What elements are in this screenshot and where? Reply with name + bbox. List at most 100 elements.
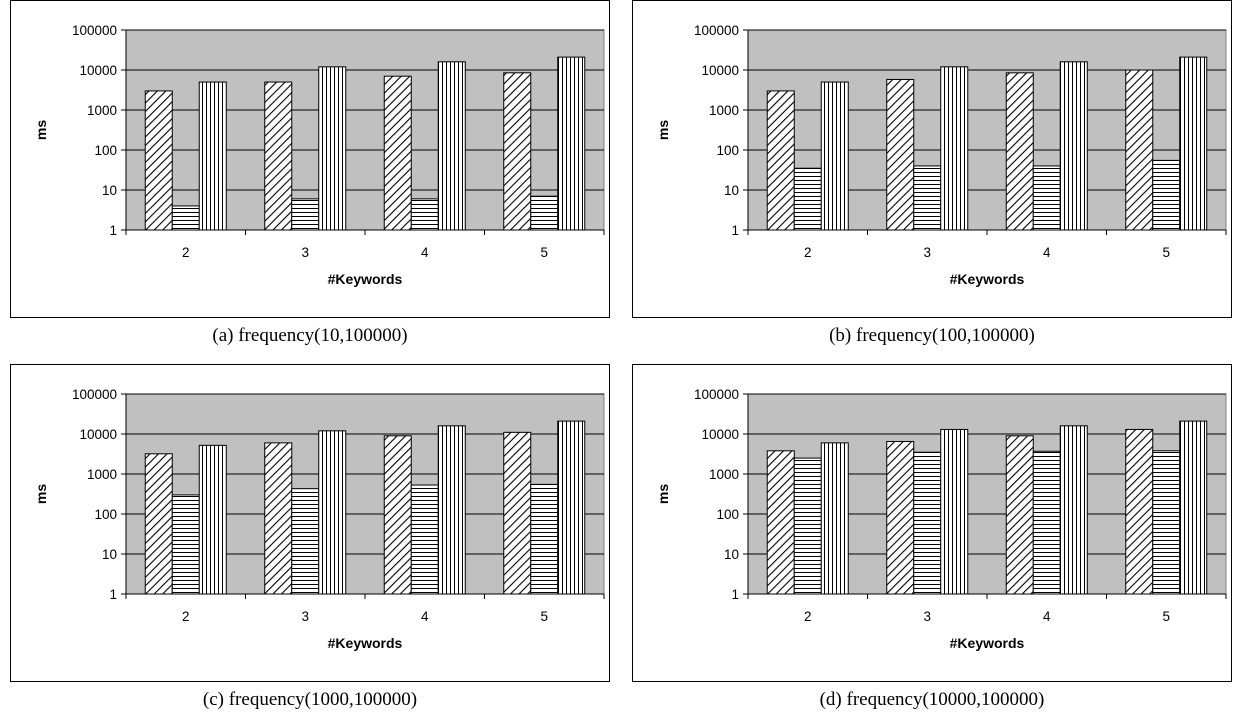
y-tick-label: 10000 (79, 63, 117, 78)
x-tick-label: 2 (182, 609, 190, 624)
y-axis-title: ms (33, 484, 49, 504)
bar-chart: 1 10 100 1000 10000 100000 2 3 4 5 #Keywords ms (10, 364, 610, 682)
x-tick-label: 4 (421, 245, 429, 260)
y-tick-label: 10 (724, 183, 739, 198)
bar (820, 81, 849, 231)
bar (291, 198, 320, 231)
x-tick-label: 3 (301, 245, 309, 260)
y-tick-label: 10 (724, 547, 739, 562)
bar (1005, 435, 1034, 595)
bar (264, 442, 293, 595)
x-tick-label: 3 (923, 245, 931, 260)
x-tick-label: 2 (804, 245, 812, 260)
x-tick-label: 3 (923, 609, 931, 624)
chart-panel: 1 10 100 1000 10000 100000 2 3 4 5 #Keywords ms (a) … (10, 0, 610, 362)
bar (503, 72, 532, 231)
y-tick-label: 1 (109, 223, 117, 238)
bar (557, 420, 586, 595)
bar (1179, 56, 1208, 231)
subfigure-caption: (c) frequency(1000,100000) (202, 689, 418, 710)
bar (437, 425, 466, 595)
y-tick-label: 1000 (87, 467, 117, 482)
bar (1032, 165, 1061, 231)
bar (820, 442, 849, 595)
bar (1005, 72, 1034, 231)
x-tick-label: 2 (182, 245, 190, 260)
bar (503, 431, 532, 595)
bar (940, 428, 969, 595)
y-tick-label: 100 (716, 143, 739, 158)
y-tick-label: 100 (716, 507, 739, 522)
y-tick-label: 100000 (694, 23, 739, 38)
bar (144, 453, 173, 595)
y-axis-title: ms (655, 484, 671, 504)
bar (530, 195, 559, 231)
x-tick-label: 5 (540, 609, 548, 624)
bar (886, 440, 915, 595)
y-tick-label: 10 (102, 547, 117, 562)
y-tick-label: 10000 (701, 63, 739, 78)
bar (886, 78, 915, 231)
y-tick-label: 10 (102, 183, 117, 198)
chart-panel: 1 10 100 1000 10000 100000 2 3 4 5 #Keywords ms (c) … (10, 364, 610, 726)
chart-panel: 1 10 100 1000 10000 100000 2 3 4 5 #Keywords ms (b) … (632, 0, 1232, 362)
chart-panel: 1 10 100 1000 10000 100000 2 3 4 5 #Keywords ms (d) … (632, 364, 1232, 726)
bar (198, 444, 227, 595)
bar (766, 90, 795, 231)
bar-chart: 1 10 100 1000 10000 100000 2 3 4 5 #Keywords ms (632, 364, 1232, 682)
bar (557, 56, 586, 231)
bar (766, 450, 795, 595)
x-axis-title: #Keywords (950, 271, 1025, 287)
y-tick-label: 1000 (87, 103, 117, 118)
bar (198, 81, 227, 231)
bar (1032, 450, 1061, 595)
bar (1125, 69, 1154, 231)
bar (410, 198, 439, 231)
bar (1125, 428, 1154, 595)
y-axis-title: ms (33, 120, 49, 140)
bar (793, 167, 822, 231)
x-tick-label: 4 (1043, 245, 1051, 260)
y-tick-label: 10000 (79, 427, 117, 442)
bar (913, 451, 942, 595)
bar-chart: 1 10 100 1000 10000 100000 2 3 4 5 #Keywords ms (10, 0, 610, 318)
bar (1152, 450, 1181, 595)
y-tick-label: 100000 (694, 387, 739, 402)
subfigure-caption: (a) frequency(10,100000) (212, 325, 408, 346)
x-axis-title: #Keywords (950, 635, 1025, 651)
bar (171, 205, 200, 231)
bar (437, 61, 466, 231)
bar (171, 494, 200, 595)
bar (1059, 425, 1088, 595)
bar (1179, 420, 1208, 595)
y-axis-title: ms (655, 120, 671, 140)
bar-chart: 1 10 100 1000 10000 100000 2 3 4 5 #Keywords ms (632, 0, 1232, 318)
y-tick-label: 100 (94, 143, 117, 158)
y-tick-label: 1 (731, 587, 739, 602)
y-tick-label: 1000 (709, 103, 739, 118)
x-tick-label: 3 (301, 609, 309, 624)
y-tick-label: 1000 (709, 467, 739, 482)
bar (264, 81, 293, 231)
bar (793, 457, 822, 595)
bar (940, 66, 969, 231)
x-tick-label: 5 (1162, 245, 1170, 260)
y-tick-label: 1 (731, 223, 739, 238)
bar (144, 90, 173, 231)
x-tick-label: 4 (1043, 609, 1051, 624)
bar (318, 430, 347, 595)
x-tick-label: 5 (1162, 609, 1170, 624)
x-tick-label: 4 (421, 609, 429, 624)
bar (410, 484, 439, 595)
bar (318, 66, 347, 231)
y-tick-label: 10000 (701, 427, 739, 442)
bar (383, 435, 412, 595)
bar (913, 165, 942, 231)
bar (383, 75, 412, 231)
subfigure-caption: (d) frequency(10000,100000) (819, 689, 1045, 710)
bar (1152, 159, 1181, 231)
y-tick-label: 100000 (72, 387, 117, 402)
bar (291, 488, 320, 595)
x-tick-label: 5 (540, 245, 548, 260)
x-axis-title: #Keywords (328, 635, 403, 651)
